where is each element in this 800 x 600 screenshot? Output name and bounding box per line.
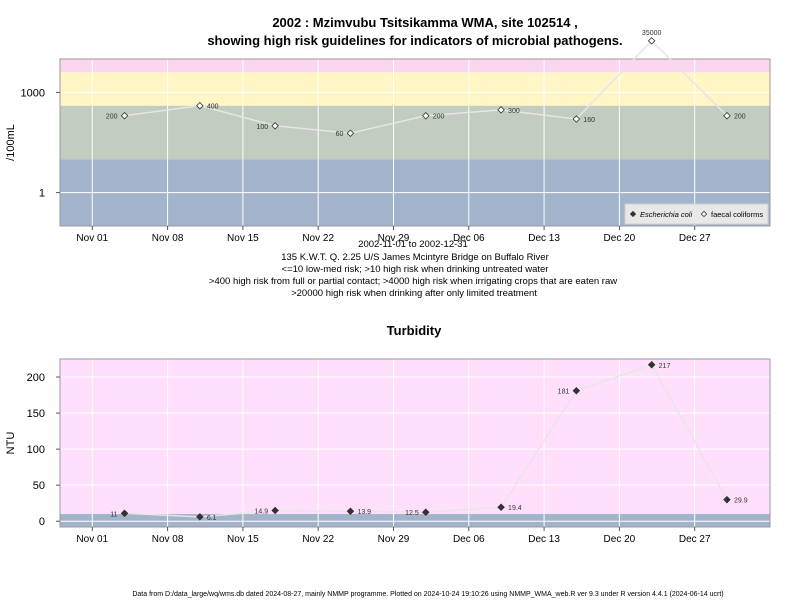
data-point: [346, 507, 355, 515]
data-label: 217: [659, 363, 671, 370]
y-tick-label: 200: [27, 372, 45, 384]
data-label: 6.1: [207, 515, 217, 522]
risk-band: [60, 105, 770, 160]
turbidity-chart: Nov 01 Nov 08 Nov 15 Nov 22 Nov 29 Dec 06 Dec …: [5, 358, 771, 545]
legend-label: Escherichia coli: [640, 210, 692, 219]
data-label: 300: [508, 108, 520, 115]
y-tick-label: 1: [39, 188, 45, 200]
x-tick-label: Nov 01: [76, 233, 108, 244]
x-tick-label: Nov 22: [302, 233, 334, 244]
y-tick-label: 50: [33, 480, 45, 492]
chart1-subtitle-line: >400 high risk from full or partial cont…: [209, 276, 617, 287]
y-axis-label: /100mL: [5, 124, 17, 161]
data-point: [120, 111, 129, 120]
data-point: [421, 508, 430, 516]
data-point: [196, 513, 204, 521]
plot-frame: [59, 358, 771, 528]
risk-band: [60, 72, 770, 106]
x-tick-label: Nov 15: [227, 534, 259, 545]
data-point: [271, 122, 279, 130]
data-point: [421, 111, 430, 120]
footer-note: Data from D:/data_large/wq/wms.db dated …: [132, 591, 723, 598]
y-tick-label: 0: [39, 516, 45, 528]
chart1-subtitle-line: >20000 high risk when drinking after onl…: [291, 288, 537, 299]
microbial-chart: Nov 01 Nov 08 Nov 15 Nov 22 Nov 29 Dec 06 Dec …: [5, 30, 771, 244]
data-point: [120, 509, 129, 518]
risk-band: [60, 514, 770, 527]
x-tick-label: Nov 22: [302, 534, 334, 545]
x-tick-label: Dec 06: [453, 534, 485, 545]
data-label: 13.9: [357, 509, 371, 516]
chart2-title: Turbidity: [387, 323, 442, 338]
data-label: 11: [110, 511, 117, 518]
data-point: [572, 386, 581, 395]
data-label: 29.9: [734, 498, 748, 505]
data-label: 35000: [642, 30, 662, 37]
x-tick-label: Nov 01: [76, 534, 108, 545]
x-tick-label: Nov 29: [378, 534, 410, 545]
x-tick-label: Dec 13: [528, 233, 560, 244]
data-label: 400: [207, 104, 219, 111]
x-tick-label: Nov 08: [152, 233, 184, 244]
data-label: 60: [336, 131, 344, 138]
y-axis-label: NTU: [5, 432, 17, 455]
data-point: [497, 106, 505, 114]
data-label: 200: [734, 114, 746, 121]
y-tick-label: 150: [27, 408, 45, 420]
data-point: [346, 129, 355, 137]
x-tick-label: Dec 27: [679, 534, 711, 545]
x-tick-label: Nov 08: [152, 534, 184, 545]
x-tick-label: Dec 13: [528, 534, 560, 545]
chart1-subtitle-line: <=10 low-med risk; >10 high risk when dr…: [282, 264, 549, 275]
chart1-subtitle-line: 2002-11-01 to 2002-12-31: [358, 239, 468, 250]
x-tick-label: Dec 20: [604, 534, 636, 545]
chart1-subtitle: 2002-11-01 to 2002-12-31 135 K.W.T. Q. 2…: [209, 239, 617, 299]
data-label: 100: [256, 124, 268, 131]
legend-label: faecal coliforms: [711, 210, 763, 219]
data-point: [572, 115, 581, 123]
data-label: 160: [583, 117, 595, 124]
data-point: [271, 506, 279, 515]
chart1-subtitle-line: 135 K.W.T. Q. 2.25 U/S James Mcintyre Br…: [281, 252, 549, 263]
data-label: 200: [106, 114, 118, 121]
data-point: [723, 495, 731, 504]
data-label: 12.5: [405, 510, 419, 517]
y-tick-label: 1000: [21, 87, 45, 99]
data-point: [647, 37, 656, 45]
x-tick-label: Nov 29: [378, 233, 410, 244]
x-tick-label: Dec 20: [604, 233, 636, 244]
risk-band: [60, 359, 770, 515]
data-point: [723, 111, 731, 120]
data-point: [196, 101, 204, 110]
y-tick-label: 100: [27, 444, 45, 456]
risk-band: [60, 59, 770, 73]
data-point: [497, 503, 505, 512]
legend-box: [624, 203, 769, 225]
data-label: 19.4: [508, 505, 522, 512]
chart1-title-line1: 2002 : Mzimvubu Tsitsikamma WMA, site 10…: [272, 15, 577, 30]
data-label: 200: [433, 114, 445, 121]
legend-symbol: [700, 210, 708, 218]
x-tick-label: Dec 27: [679, 233, 711, 244]
chart1-title-line2: showing high risk guidelines for indicat…: [207, 33, 622, 48]
data-point: [647, 361, 656, 369]
data-label: 181: [558, 389, 570, 396]
legend-symbol: [629, 210, 637, 218]
x-tick-label: Nov 15: [227, 233, 259, 244]
x-tick-label: Dec 06: [453, 233, 485, 244]
data-label: 14.9: [255, 508, 269, 515]
plot-frame: [59, 58, 771, 227]
